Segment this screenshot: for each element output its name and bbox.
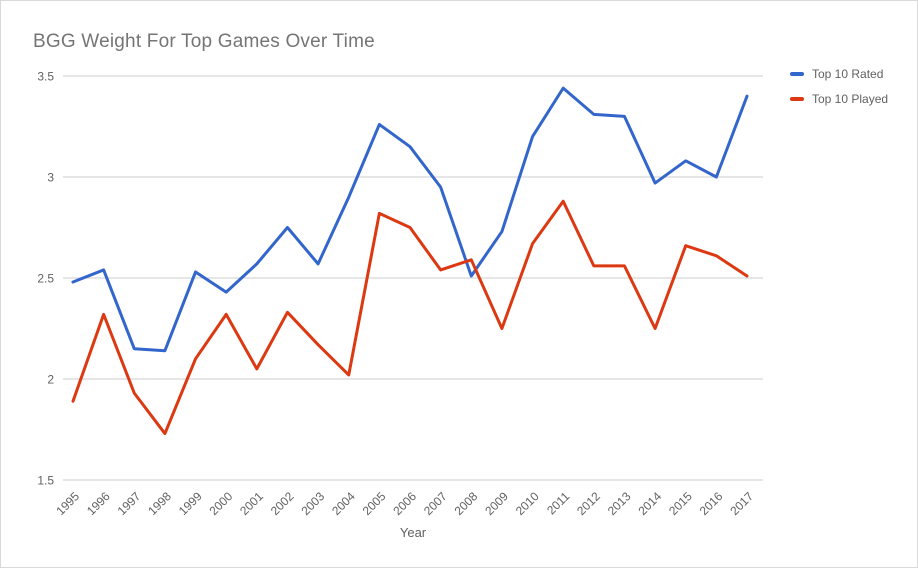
series-swatch-icon [790, 72, 804, 76]
chart-title: BGG Weight For Top Games Over Time [33, 31, 375, 52]
x-tick-label: 1996 [84, 489, 113, 518]
x-tick-label: 2005 [360, 489, 389, 518]
y-tick-label: 2.5 [37, 272, 54, 286]
x-tick-label: 2016 [697, 489, 726, 518]
x-tick-label: 2011 [544, 489, 572, 517]
x-tick-label: 2014 [635, 489, 664, 518]
x-tick-label: 1999 [176, 489, 205, 518]
x-tick-label: 1997 [115, 489, 144, 518]
series-line-top-10-rated [71, 86, 749, 353]
legend-item-top-10-rated: Top 10 Rated [790, 67, 888, 81]
x-tick-label: 2013 [605, 489, 634, 518]
x-tick-label: 2009 [482, 489, 511, 518]
x-tick-label: 2015 [666, 489, 695, 518]
x-tick-label: 2000 [207, 489, 236, 518]
x-tick-label: 2012 [574, 489, 603, 518]
legend-label: Top 10 Rated [812, 67, 884, 81]
legend-item-top-10-played: Top 10 Played [790, 92, 888, 106]
y-tick-label: 3 [47, 171, 54, 185]
x-tick-label: 2010 [513, 489, 542, 518]
x-tick-label: 2003 [298, 489, 327, 518]
x-tick-label: 2001 [237, 489, 266, 518]
x-tick-label: 1995 [53, 489, 82, 518]
x-tick-label: 2008 [452, 489, 481, 518]
x-tick-label: 2007 [421, 489, 450, 518]
x-tick-label: 2004 [329, 489, 358, 518]
x-tick-label: 1998 [145, 489, 174, 518]
chart-legend: Top 10 Rated Top 10 Played [790, 67, 888, 106]
x-tick-label: 2017 [727, 489, 756, 518]
x-axis-title: Year [400, 525, 427, 540]
series-line-top-10-played [71, 199, 749, 436]
x-tick-label: 2006 [390, 489, 419, 518]
x-tick-label: 2002 [268, 489, 297, 518]
y-tick-label: 2 [47, 373, 54, 387]
series-swatch-icon [790, 97, 804, 101]
legend-label: Top 10 Played [812, 92, 889, 106]
y-tick-label: 3.5 [37, 70, 54, 84]
y-tick-label: 1.5 [37, 474, 54, 488]
